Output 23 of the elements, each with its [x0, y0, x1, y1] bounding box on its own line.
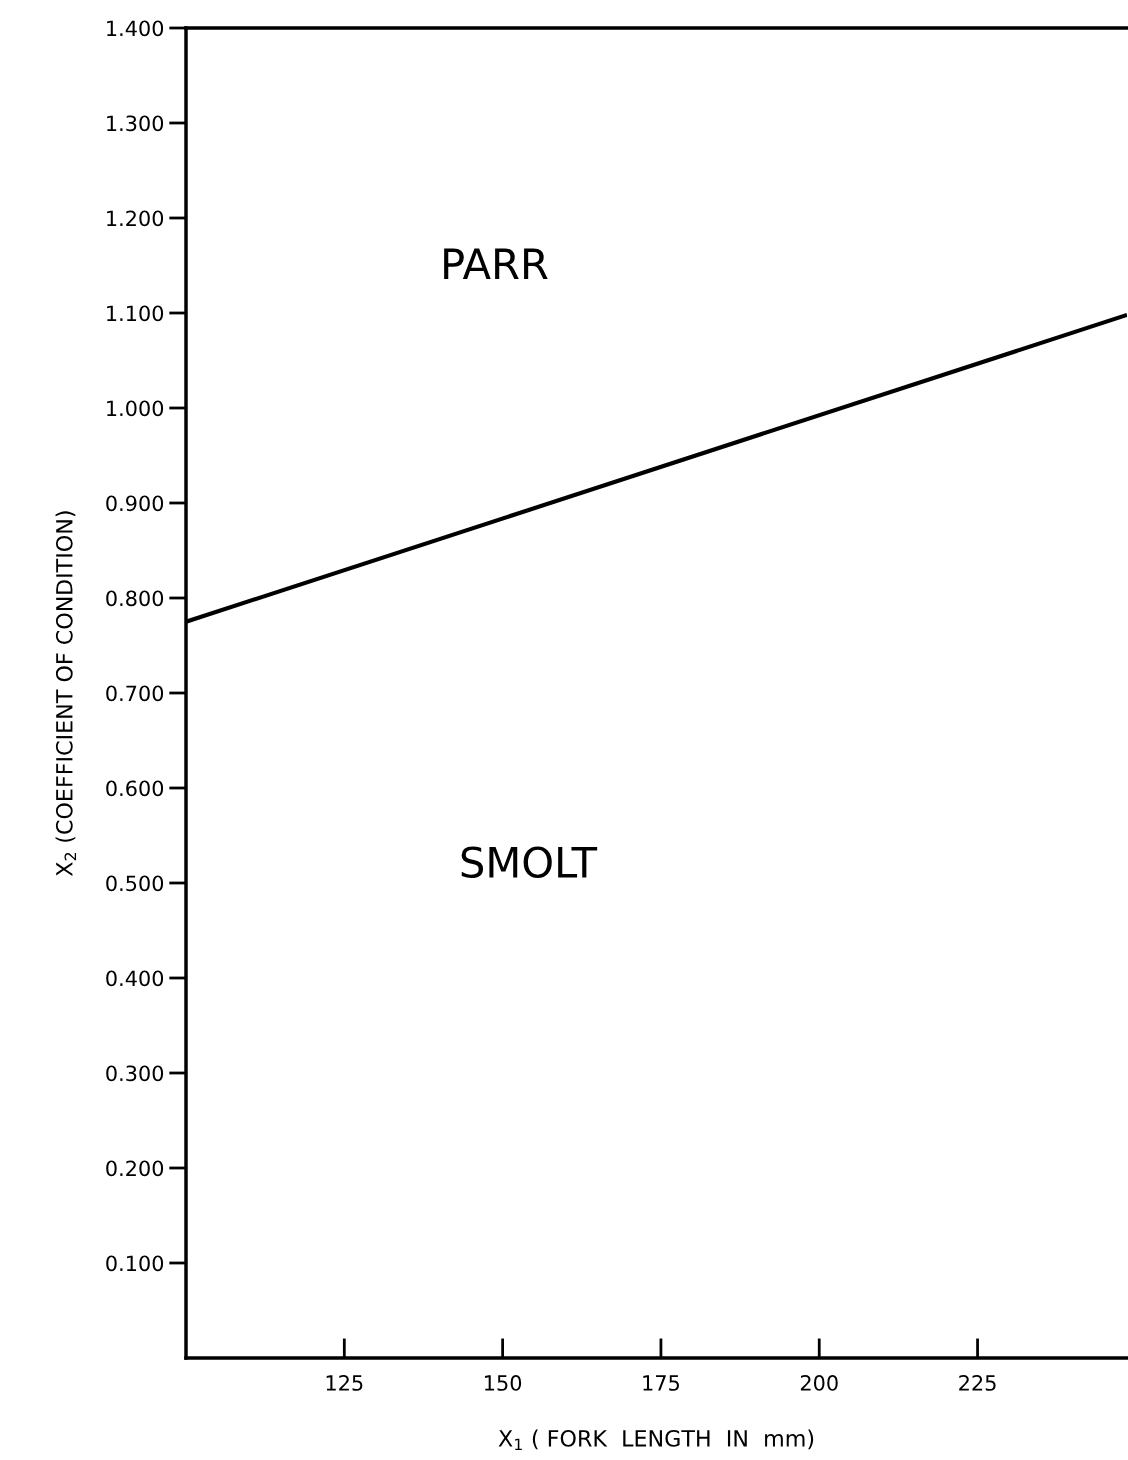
y-tick-label: 1.000 [107, 400, 164, 417]
y-tick-label: 1.400 [107, 20, 164, 37]
y-axis-title: X$_{2}$ (COEFFICIENT OF CONDITION) [55, 511, 77, 877]
x-tick-label: 125 [326, 1375, 363, 1391]
y-tick-label: 1.200 [107, 210, 164, 227]
x-axis-title: X$_{1}$ ( FORK LENGTH IN mm) [498, 1429, 814, 1451]
y-tick-label: 0.900 [106, 495, 164, 512]
y-tick-label: 0.400 [106, 970, 164, 987]
x-tick-label: 225 [959, 1375, 996, 1391]
annotation: PARR [444, 248, 548, 279]
y-tick-label: 0.500 [106, 875, 164, 892]
x-tick-label: 200 [800, 1375, 838, 1391]
x-tick-label: 175 [643, 1375, 679, 1391]
annotation: SMOLT [461, 846, 598, 878]
y-tick-label: 0.100 [106, 1255, 164, 1272]
y-tick-label: 0.600 [106, 780, 164, 797]
y-tick-label: 1.100 [107, 305, 164, 322]
y-tick-label: 0.200 [106, 1160, 164, 1177]
y-tick-label: 0.800 [106, 590, 164, 607]
y-tick-label: 1.300 [107, 115, 164, 132]
y-tick-label: 0.700 [106, 685, 164, 702]
x-tick-label: 150 [485, 1375, 522, 1391]
y-tick-label: 0.300 [106, 1065, 164, 1082]
